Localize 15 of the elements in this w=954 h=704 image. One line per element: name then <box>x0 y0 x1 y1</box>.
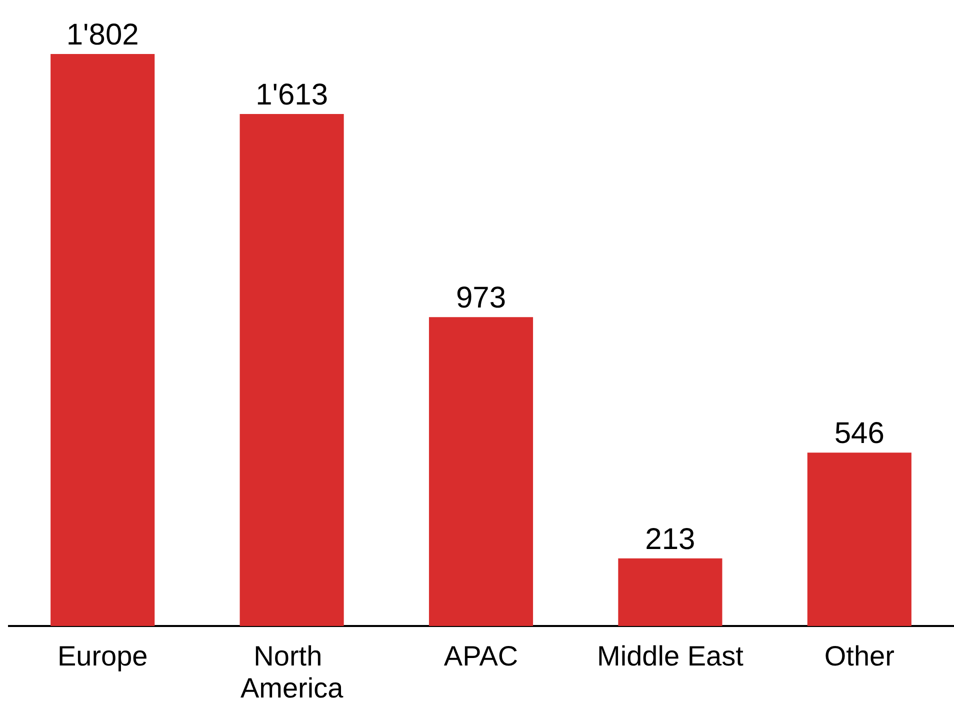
bar <box>240 114 344 626</box>
data-label: 546 <box>834 417 884 450</box>
data-label: 973 <box>456 282 506 315</box>
bar <box>428 317 534 626</box>
x-tick-label: Middle East <box>597 640 744 672</box>
x-tick-label: Europe <box>57 640 148 672</box>
data-label: 1'613 <box>256 78 328 112</box>
x-tick-label: Other <box>824 640 894 672</box>
x-tick-label: APAC <box>444 640 518 672</box>
bar <box>50 54 155 626</box>
bar <box>807 452 912 626</box>
bar <box>618 558 722 626</box>
data-label: 213 <box>645 522 696 556</box>
x-tick-label: North America <box>240 640 344 704</box>
data-label: 1'802 <box>66 18 139 52</box>
